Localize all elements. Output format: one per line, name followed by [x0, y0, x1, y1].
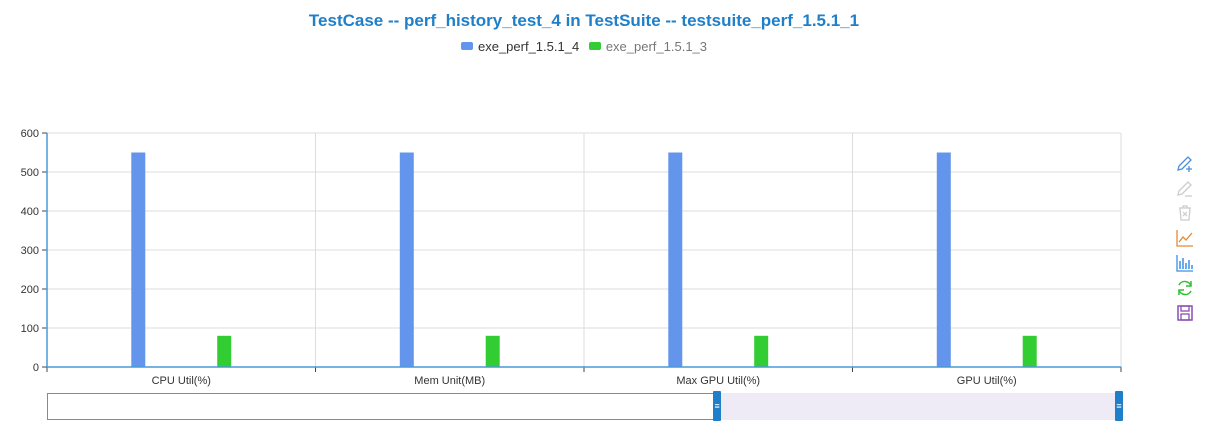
data-zoom-tool[interactable] — [1174, 152, 1196, 174]
bar-series-1 — [399, 152, 414, 367]
chart-toolbox — [1174, 152, 1198, 327]
bar-series-1 — [668, 152, 683, 367]
legend-item-series-1[interactable]: exe_perf_1.5.1_4 — [460, 38, 580, 54]
data-zoom-reset-tool[interactable] — [1174, 177, 1196, 199]
zoom-handle-start[interactable]: ≡ — [713, 391, 722, 421]
pencil-icon — [1177, 181, 1192, 197]
legend-label: exe_perf_1.5.1_3 — [605, 38, 708, 54]
zoom-slider-window[interactable] — [47, 393, 718, 420]
zoom-handle-end[interactable]: ≡ — [1115, 391, 1123, 421]
trash-icon — [1179, 205, 1191, 221]
restore-tool[interactable] — [1174, 277, 1196, 299]
bar-series-1 — [131, 152, 146, 367]
legend-label: exe_perf_1.5.1_4 — [477, 38, 580, 54]
y-tick-label: 500 — [21, 167, 39, 179]
x-tick-label: GPU Util(%) — [957, 375, 1017, 387]
refresh-icon — [1178, 280, 1192, 296]
pencil-plus-icon — [1177, 156, 1192, 172]
legend-swatch — [588, 42, 601, 50]
bar-series-2 — [217, 335, 232, 367]
bar-series-2 — [485, 335, 500, 367]
bar-series-2 — [754, 335, 769, 367]
save-icon — [1177, 305, 1193, 321]
y-tick-label: 200 — [21, 284, 39, 296]
x-tick-label: Mem Unit(MB) — [414, 375, 485, 387]
bar-chart-tool[interactable] — [1174, 252, 1196, 274]
legend-swatch — [460, 42, 473, 50]
y-tick-label: 400 — [21, 206, 39, 218]
line-chart-tool[interactable] — [1174, 227, 1196, 249]
legend-item-series-2[interactable]: exe_perf_1.5.1_3 — [588, 38, 708, 54]
x-tick-label: CPU Util(%) — [152, 375, 211, 387]
y-tick-label: 300 — [21, 245, 39, 257]
clear-tool[interactable] — [1174, 202, 1196, 224]
bar-series-2 — [1022, 335, 1037, 367]
chart-title: TestCase -- perf_history_test_4 in TestS… — [308, 11, 860, 30]
x-tick-label: Max GPU Util(%) — [676, 375, 760, 387]
save-tool[interactable] — [1174, 302, 1196, 324]
legend: exe_perf_1.5.1_4 exe_perf_1.5.1_3 — [0, 38, 1168, 54]
y-tick-label: 0 — [33, 362, 39, 374]
y-tick-label: 600 — [21, 128, 39, 140]
line-chart-icon — [1176, 230, 1193, 247]
bar-series-1 — [936, 152, 951, 367]
bar-chart-icon — [1176, 255, 1193, 272]
y-tick-label: 100 — [21, 323, 39, 335]
